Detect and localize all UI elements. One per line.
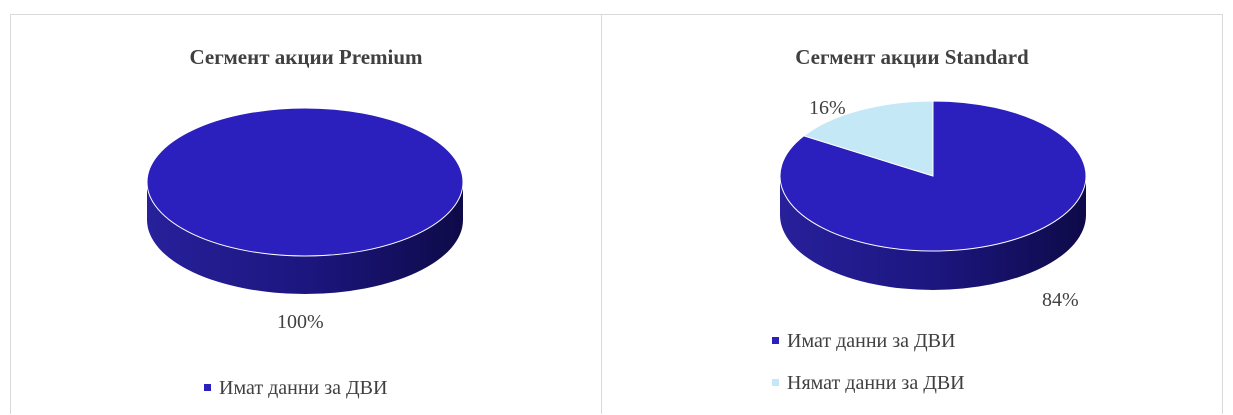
- legend-item-standard-0: Имат данни за ДВИ: [772, 330, 955, 353]
- legend-item-premium-0: Имат данни за ДВИ: [204, 377, 387, 400]
- legend-item-standard-1: Нямат данни за ДВИ: [772, 372, 965, 395]
- chart-title: Сегмент акции Standard: [795, 45, 1029, 69]
- pie-chart-premium: [146, 107, 464, 294]
- chart-panel-standard: Сегмент акции Standard 84% 16% Имат данн…: [601, 14, 1223, 414]
- chart-title: Сегмент акции Premium: [189, 45, 423, 69]
- pie-slice: [802, 100, 934, 177]
- legend-label: Имат данни за ДВИ: [219, 377, 388, 399]
- legend-label: Имат данни за ДВИ: [787, 330, 956, 352]
- pie-slice: [146, 107, 464, 257]
- pie-side-wall: [147, 182, 463, 294]
- legend-marker: [772, 336, 779, 344]
- data-label-standard-0: 84%: [1042, 289, 1079, 311]
- pie-side-wall: [780, 176, 1086, 290]
- data-label-standard-1: 16%: [809, 97, 846, 119]
- pie-chart-standard: [779, 100, 1087, 290]
- chart-panel-premium: Сегмент акции Premium 100% Имат данни за…: [10, 14, 601, 414]
- legend-marker: [772, 378, 779, 386]
- data-label-premium-0: 100%: [277, 311, 324, 333]
- legend-marker: [204, 383, 211, 391]
- legend-label: Нямат данни за ДВИ: [787, 372, 965, 394]
